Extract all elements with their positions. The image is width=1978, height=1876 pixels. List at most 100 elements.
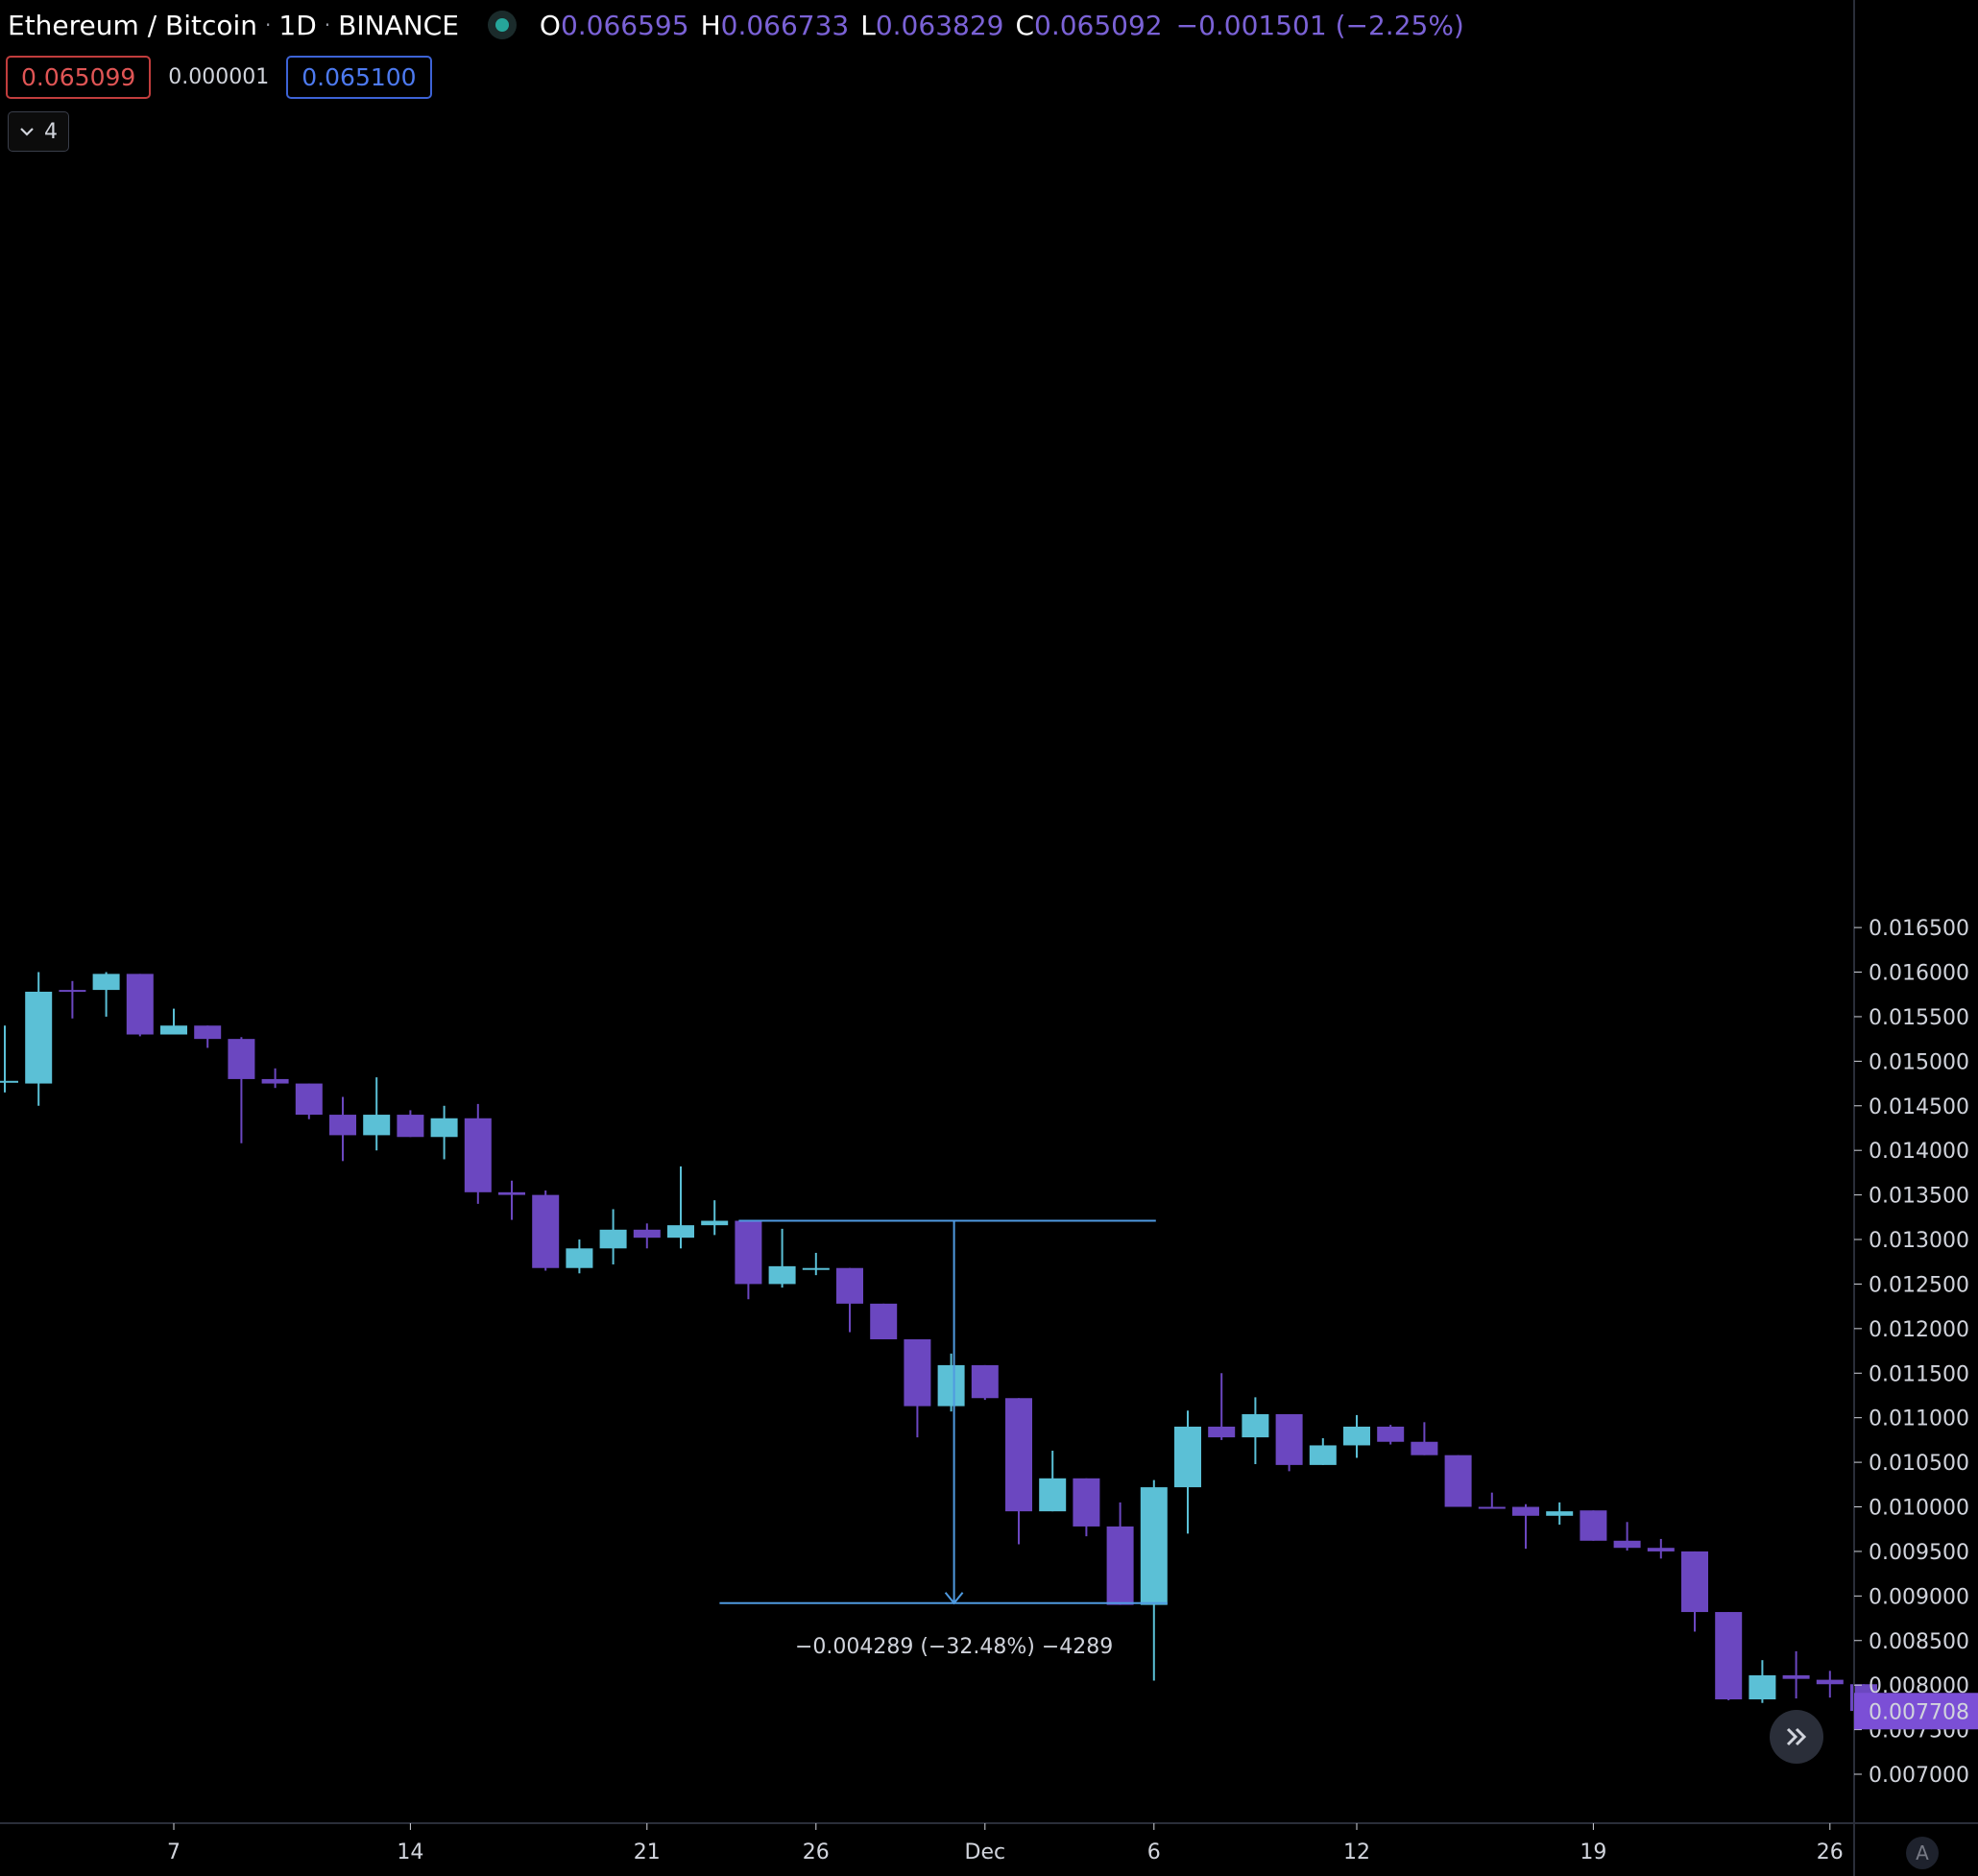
price-tick-label: 0.013000 <box>1869 1229 1969 1253</box>
candle-body <box>768 1265 796 1285</box>
price-tick-label: 0.012500 <box>1869 1273 1969 1297</box>
candle <box>1444 1455 1472 1507</box>
candle-body <box>1174 1426 1201 1488</box>
candle <box>836 1267 863 1333</box>
price-tick-label: 0.010000 <box>1869 1497 1969 1521</box>
candle <box>1140 1479 1168 1681</box>
candle-body <box>836 1267 863 1304</box>
price-tick-label: 0.016500 <box>1869 917 1969 941</box>
price-tick-label: 0.009000 <box>1869 1585 1969 1609</box>
measure-tool[interactable]: −0.004289 (−32.48%) −4289 <box>719 1219 1168 1659</box>
candle-body <box>667 1225 694 1239</box>
candle <box>1546 1502 1574 1526</box>
candle <box>228 1037 255 1143</box>
candle-body <box>870 1303 898 1339</box>
candle <box>1005 1398 1032 1545</box>
indicators-collapse-button[interactable]: 4 <box>8 111 69 152</box>
time-tick-label: 12 <box>1343 1840 1370 1864</box>
symbol-name[interactable]: Ethereum / Bitcoin <box>8 9 258 41</box>
auto-scale-button[interactable]: A <box>1906 1837 1939 1869</box>
candle-body <box>802 1267 830 1270</box>
price-tick-label: 0.011500 <box>1869 1362 1969 1386</box>
candle-body <box>1580 1510 1607 1541</box>
candle <box>1647 1538 1675 1559</box>
candle <box>160 1008 187 1035</box>
candle-body <box>532 1194 560 1268</box>
candle-body <box>25 991 53 1084</box>
candle-body <box>194 1025 222 1040</box>
candle-body <box>1106 1526 1134 1605</box>
candle <box>295 1083 323 1119</box>
candle-body <box>329 1115 356 1136</box>
candle <box>0 1025 18 1093</box>
low-value: 0.063829 <box>875 9 1004 41</box>
high-label: H <box>700 9 721 41</box>
candles-layer <box>0 972 1877 1713</box>
spread-value: 0.000001 <box>168 65 270 89</box>
candle <box>92 972 120 1017</box>
candle-body <box>228 1039 255 1079</box>
candle-body <box>1073 1478 1100 1527</box>
candle-body <box>1681 1551 1708 1613</box>
candle <box>1242 1397 1269 1464</box>
candle-body <box>1275 1413 1303 1465</box>
candle-body <box>0 1080 18 1083</box>
candle <box>566 1239 593 1274</box>
candle <box>1106 1502 1134 1605</box>
price-tick-label: 0.009500 <box>1869 1541 1969 1565</box>
candle <box>498 1180 525 1220</box>
candle <box>59 980 86 1019</box>
candle <box>1411 1422 1438 1455</box>
candle-body <box>1444 1455 1472 1507</box>
time-axis[interactable]: 7 14 21 26 Dec 6 12 19 26 <box>167 1823 1844 1864</box>
candle-body <box>1715 1612 1743 1700</box>
candle-body <box>92 974 120 991</box>
candle <box>1580 1510 1607 1541</box>
candle <box>1681 1551 1708 1632</box>
change-value: −0.001501 (−2.25%) <box>1175 9 1464 41</box>
price-tick-label: 0.012000 <box>1869 1318 1969 1342</box>
candle <box>464 1103 492 1204</box>
candle <box>1478 1492 1506 1509</box>
candle <box>1073 1478 1100 1537</box>
candle-body <box>633 1229 661 1239</box>
time-tick-label: 6 <box>1147 1840 1161 1864</box>
candle-body <box>261 1078 289 1084</box>
candle-body <box>904 1338 931 1407</box>
candle <box>667 1166 694 1249</box>
open-label: O <box>539 9 561 41</box>
candle-body <box>1208 1426 1236 1438</box>
market-status-icon[interactable] <box>487 11 517 39</box>
candle-body <box>1647 1548 1675 1551</box>
scroll-to-realtime-button[interactable] <box>1770 1710 1823 1764</box>
candle <box>1039 1451 1067 1512</box>
close-value: 0.065092 <box>1034 9 1163 41</box>
candle-body <box>1749 1674 1776 1700</box>
sell-button[interactable]: 0.065099 <box>6 56 152 99</box>
time-tick-label: 21 <box>634 1840 661 1864</box>
candle-body <box>498 1191 525 1195</box>
separator-dot: · <box>324 13 331 36</box>
candle <box>194 1025 222 1048</box>
candle-body <box>464 1118 492 1192</box>
time-tick-label: 19 <box>1580 1840 1606 1864</box>
candle <box>1782 1650 1810 1699</box>
price-tick-label: 0.015000 <box>1869 1050 1969 1074</box>
candle <box>971 1364 999 1401</box>
candle-body <box>126 974 154 1035</box>
buy-button[interactable]: 0.065100 <box>286 56 432 99</box>
candle <box>768 1228 796 1288</box>
candle-body <box>1478 1506 1506 1509</box>
high-value: 0.066733 <box>720 9 850 41</box>
candle-body <box>397 1115 424 1138</box>
price-tick-label: 0.010500 <box>1869 1452 1969 1476</box>
price-tick-label: 0.016000 <box>1869 962 1969 986</box>
candle <box>937 1353 965 1412</box>
interval[interactable]: 1D <box>278 9 317 41</box>
candle <box>870 1303 898 1339</box>
price-axis[interactable]: 0.016500 0.016000 0.015500 0.015000 0.014500… <box>1854 917 1969 1788</box>
candle <box>1816 1671 1844 1698</box>
candle-body <box>1512 1506 1539 1516</box>
candle-body <box>430 1118 458 1138</box>
